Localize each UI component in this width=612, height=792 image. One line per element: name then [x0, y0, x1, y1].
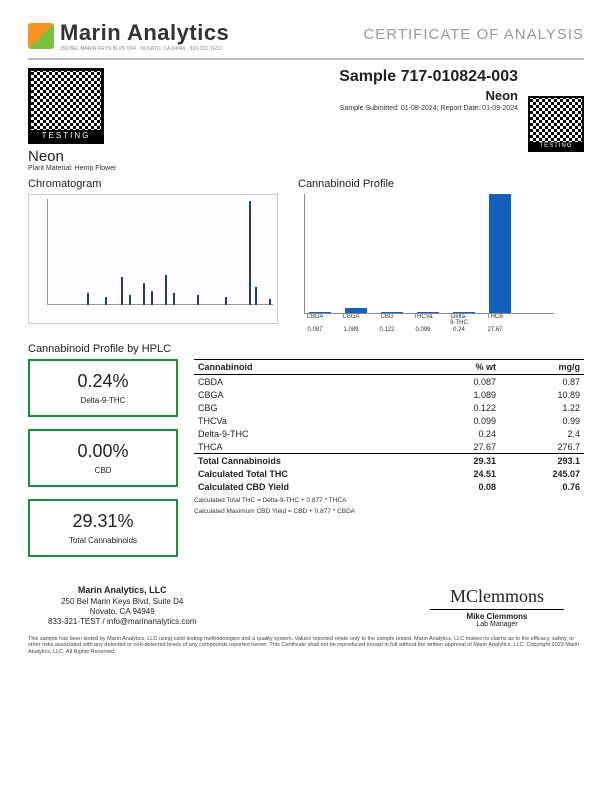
bar-chart-labels: CBDA CBGA CBG THCV​a Delta- 9-THC THCA [304, 314, 584, 326]
signature-block: MClemmons Mike Clemmons Lab Manager [430, 586, 564, 628]
chromatogram-chart [28, 194, 278, 324]
logo-block: Marin Analytics 250 BEL MARIN KEYS BLVD … [28, 20, 229, 52]
profile-title: Cannabinoid Profile [298, 178, 584, 190]
sample-dates: Sample Submitted: 01-08-2024; Report Dat… [339, 105, 518, 112]
stat-label: CBD [36, 466, 170, 475]
th-wt: % wt [428, 360, 500, 375]
calc-note-1: Calculated Total THC = Delta-9-THC + 0.8… [194, 497, 584, 504]
bar-CBDA [309, 312, 331, 313]
th-name: Cannabinoid [194, 360, 428, 375]
cannabinoid-table-wrap: Cannabinoid % wt mg/g CBDA0.0870.87CBGA1… [194, 359, 584, 557]
stat-box: 0.00% CBD [28, 429, 178, 487]
sample-block: Sample 717-010824-003 Neon Sample Submit… [339, 68, 518, 112]
qr-code-left: TESTING [28, 68, 104, 144]
bar-label: THCV​a [412, 314, 434, 326]
sample-id: Sample 717-010824-003 [339, 68, 518, 86]
bar-THCA [489, 194, 511, 313]
bar-Delta-9-THC [453, 312, 475, 313]
company-address: Marin Analytics, LLC 250 Bel Marin Keys … [48, 585, 196, 628]
chromatogram-title: Chromatogram [28, 178, 278, 190]
bar-label: CBG [376, 314, 398, 326]
bar-value: 1.089 [340, 327, 362, 333]
brand-name: Marin Analytics [60, 20, 229, 46]
logo-icon [28, 23, 54, 49]
product-name: Neon [28, 148, 116, 165]
certificate-title: CERTIFICATE OF ANALYSIS [363, 26, 584, 43]
stat-label: Total Cannabinoids [36, 536, 170, 545]
addr-line1: 250 Bel Marin Keys Blvd, Suite D4 [48, 597, 196, 607]
stat-boxes: 0.24% Delta-9-THC 0.00% CBD 29.31% Total Cann… [28, 359, 178, 557]
cannabinoid-bar-chart [304, 194, 554, 314]
table-row: CBGA1.08910.89 [194, 388, 584, 401]
table-row: CBDA0.0870.87 [194, 375, 584, 389]
sample-name: Neon [339, 88, 518, 103]
signatory-title: Lab Manager [430, 621, 564, 628]
bar-value: 27.67 [484, 327, 506, 333]
stat-label: Delta-9-THC [36, 396, 170, 405]
contact-line: 833-321-TEST / info@marinanalytics.com [48, 617, 196, 627]
bar-value: 0.087 [304, 327, 326, 333]
bar-value: 0.122 [376, 327, 398, 333]
stat-box: 0.24% Delta-9-THC [28, 359, 178, 417]
table-row: CBG0.1221.22 [194, 401, 584, 414]
qr-label-small: TESTING [530, 142, 582, 150]
bar-label: THCA [484, 314, 506, 326]
table-row: Delta-9-THC0.242.4 [194, 427, 584, 440]
hplc-title: Cannabinoid Profile by HPLC [28, 343, 584, 355]
th-mg: mg/g [500, 360, 584, 375]
table-row: THCA27.67276.7 [194, 440, 584, 454]
stat-value: 0.24% [36, 371, 170, 392]
brand-subline: 250 BEL MARIN KEYS BLVD #D4 · NOVATO, CA… [60, 46, 229, 52]
bar-THCVa [417, 312, 439, 313]
bar-label: CBDA [304, 314, 326, 326]
table-row: THCVa0.0990.99 [194, 414, 584, 427]
footer: Marin Analytics, LLC 250 Bel Marin Keys … [28, 585, 584, 628]
bar-CBG [381, 312, 403, 313]
bar-label: Delta- 9-THC [448, 314, 470, 326]
bar-value: 0.099 [412, 327, 434, 333]
qr-label: TESTING [31, 130, 101, 141]
bar-CBGA [345, 308, 367, 313]
bar-chart-values: 0.087 1.089 0.122 0.099 0.24 27.67 [304, 327, 584, 333]
signatory-name: Mike Clemmons [430, 612, 564, 621]
stat-value: 0.00% [36, 441, 170, 462]
table-calc-row: Calculated Total THC24.51245.07 [194, 467, 584, 480]
table-total-row: Total Cannabinoids29.31293.1 [194, 454, 584, 468]
header: Marin Analytics 250 BEL MARIN KEYS BLVD … [28, 20, 584, 60]
table-calc-row: Calculated CBD Yield0.080.76 [194, 480, 584, 493]
legal-text: This sample has been tested by Marin Ana… [28, 636, 584, 656]
qr-code-right: TESTING [528, 96, 584, 152]
cannabinoid-table: Cannabinoid % wt mg/g CBDA0.0870.87CBGA1… [194, 359, 584, 493]
bar-value: 0.24 [448, 327, 470, 333]
chromatogram-section: Chromatogram [28, 178, 278, 333]
stat-box: 29.31% Total Cannabinoids [28, 499, 178, 557]
signature-script: MClemmons [430, 586, 564, 610]
company-name: Marin Analytics, LLC [48, 585, 196, 597]
stat-value: 29.31% [36, 511, 170, 532]
addr-line2: Novato, CA 94949 [48, 607, 196, 617]
plant-material: Plant Material: Hemp Flower [28, 165, 116, 172]
profile-section: Cannabinoid Profile CBDA CBGA CBG THCV​a Del… [298, 178, 584, 333]
top-row: TESTING Neon Plant Material: Hemp Flower… [28, 68, 584, 172]
bar-label: CBGA [340, 314, 362, 326]
calc-note-2: Calculated Maximum CBD Yield = CBD + 0.8… [194, 508, 584, 515]
